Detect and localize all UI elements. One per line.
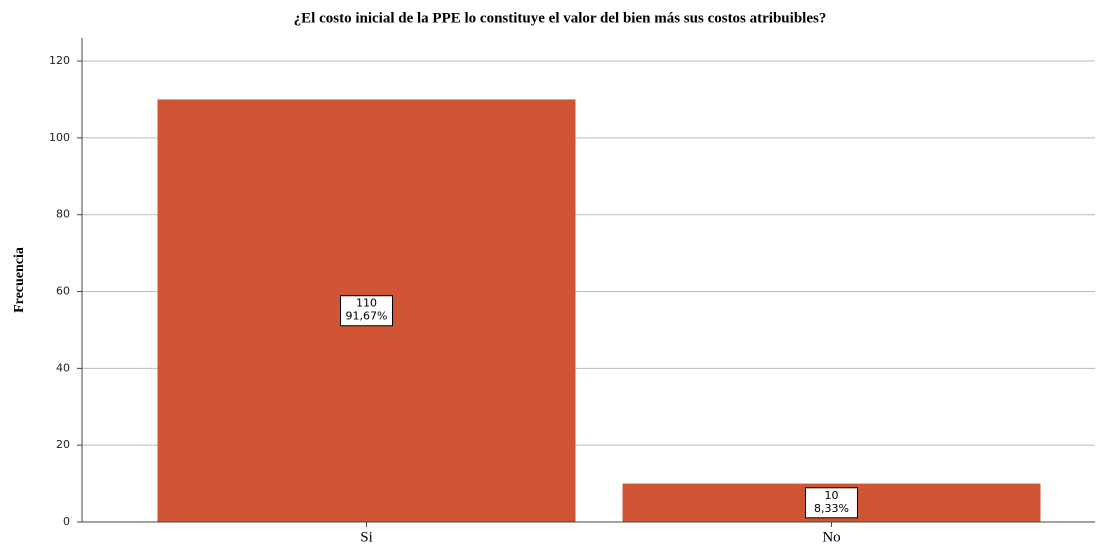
data-label-box	[805, 487, 858, 519]
y-tick-label: 80	[56, 208, 70, 221]
y-tick-label: 100	[49, 131, 70, 144]
y-tick-label: 40	[56, 361, 70, 374]
data-label-percent: 91,67%	[346, 310, 388, 323]
y-tick-label: 20	[56, 438, 70, 451]
x-tick-label: No	[822, 529, 840, 545]
chart-title: ¿El costo inicial de la PPE lo constituy…	[294, 10, 827, 26]
y-tick-label: 0	[63, 515, 70, 528]
data-label-percent: 8,33%	[814, 502, 849, 515]
data-label-box	[340, 295, 393, 327]
data-label: 10	[825, 489, 839, 502]
x-tick-label: Si	[360, 529, 373, 545]
y-tick-label: 120	[49, 54, 70, 67]
data-label: 110	[356, 297, 377, 310]
y-axis-label: Frecuencia	[12, 247, 27, 313]
y-tick-label: 60	[56, 285, 70, 298]
